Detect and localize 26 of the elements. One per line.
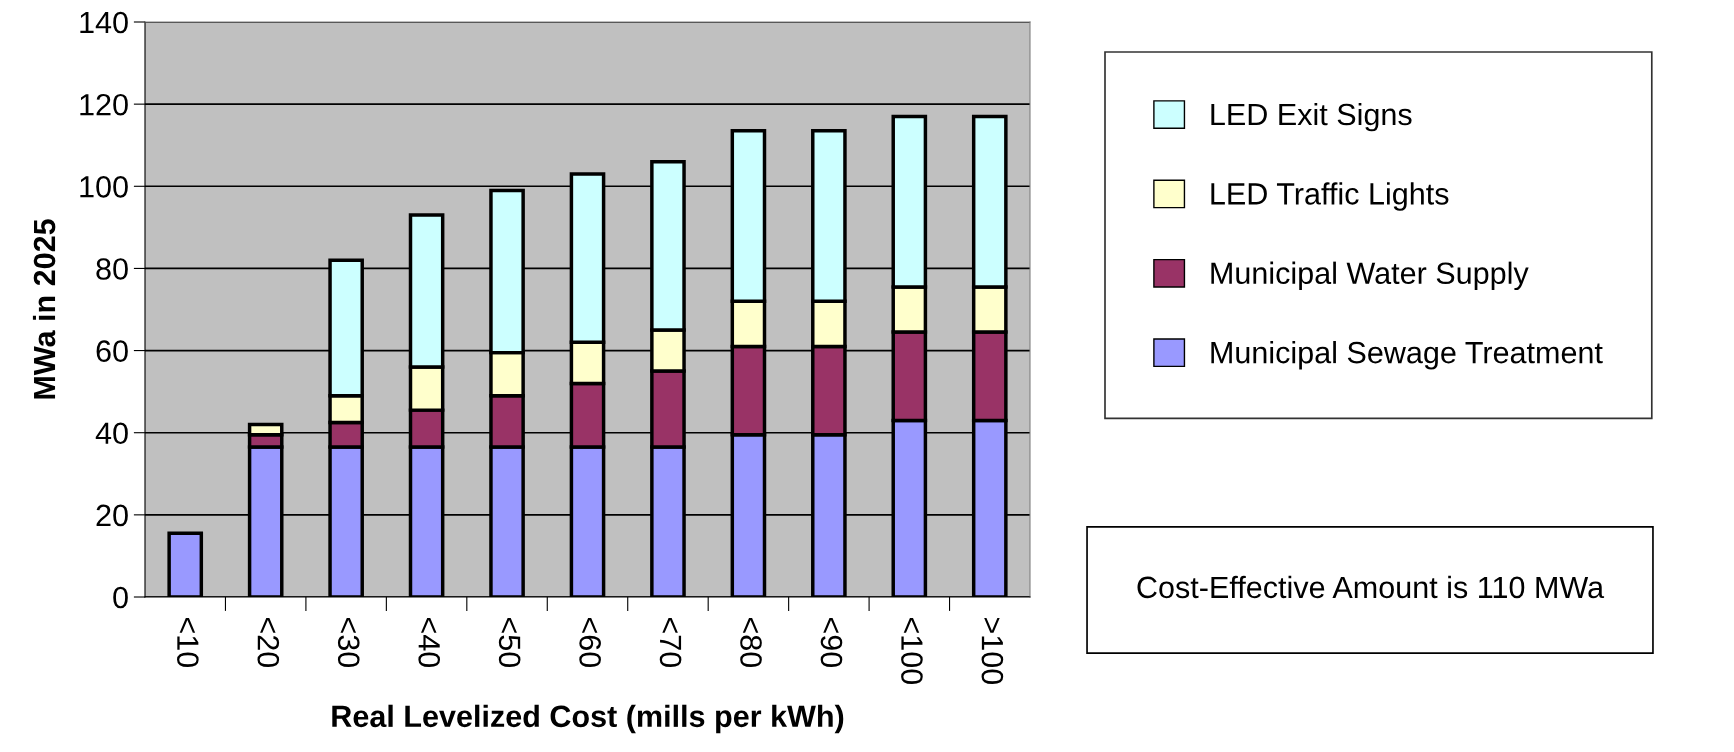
legend-label: LED Traffic Lights <box>1211 182 1449 211</box>
y-tick-label: 80 <box>96 258 128 280</box>
legend-label: Municipal Water Supply <box>1211 261 1529 291</box>
y-tick-label: 140 <box>80 11 128 34</box>
y-tick-label: 120 <box>80 93 128 116</box>
y-axis-title: MWa in 2025 <box>32 219 56 399</box>
x-tick-label: <60 <box>579 617 601 668</box>
y-tick-label: 40 <box>95 422 128 445</box>
x-tick-label: <10 <box>177 617 199 668</box>
x-tick-label: <30 <box>337 617 360 668</box>
y-tick-label: 20 <box>96 504 128 527</box>
text: Cost-Effective Amount is 110 MWa <box>1137 575 1605 599</box>
y-tick-label: 60 <box>96 340 128 362</box>
y-tick-label: 100 <box>80 176 128 198</box>
x-tick-label: >100 <box>981 617 1004 685</box>
legend-label: Municipal Sewage Treatment <box>1211 340 1603 370</box>
x-tick-label: <50 <box>498 617 521 668</box>
x-tick-label: <40 <box>418 617 441 668</box>
x-tick-label: <100 <box>901 617 923 685</box>
y-tick-label: 0 <box>113 586 128 609</box>
legend-label: LED Exit Signs <box>1211 102 1412 132</box>
x-tick-label: <80 <box>740 617 762 668</box>
x-axis-title: Real Levelized Cost (mills per kWh) <box>332 704 844 734</box>
x-tick-label: <90 <box>820 617 843 668</box>
x-tick-label: <20 <box>257 617 280 668</box>
x-tick-label: <70 <box>659 617 682 668</box>
